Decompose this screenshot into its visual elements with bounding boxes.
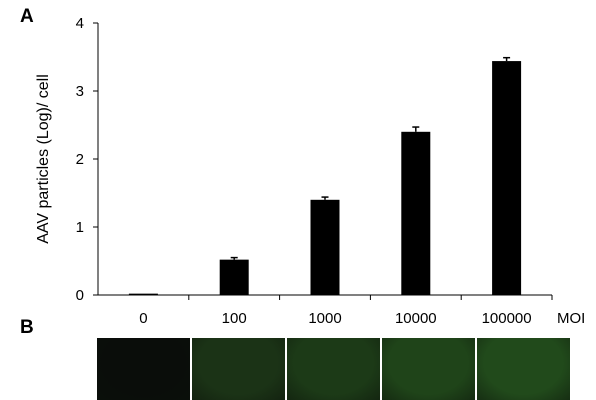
x-tick-label: 10000 xyxy=(395,310,437,327)
fluorescence-image-tile xyxy=(477,338,570,400)
y-tick-label: 2 xyxy=(76,151,84,168)
bar-chart: AAV particles (Log)/ cell 0 1 2 3 4 0 100 1000… xyxy=(35,15,585,327)
bar xyxy=(310,199,340,295)
y-tick-label: 4 xyxy=(76,15,84,32)
bar xyxy=(128,293,158,296)
y-axis-title: AAV particles (Log)/ cell xyxy=(35,74,52,244)
bar xyxy=(492,61,522,295)
panel-label-a: A xyxy=(20,6,34,27)
y-axis-ticks: 0 1 2 3 4 xyxy=(76,15,98,304)
fluorescence-image-tile xyxy=(192,338,285,400)
bar xyxy=(401,131,431,295)
fluorescence-image-tile xyxy=(287,338,380,400)
x-tick-label: 0 xyxy=(139,310,147,327)
y-tick-label: 3 xyxy=(76,83,84,100)
x-tick-label: 100000 xyxy=(482,310,532,327)
bar xyxy=(219,259,249,295)
y-tick-label: 0 xyxy=(76,287,84,304)
x-axis-ticks: 0 100 1000 10000 100000 xyxy=(139,295,553,327)
x-tick-label: 100 xyxy=(222,310,247,327)
x-tick-label: 1000 xyxy=(308,310,341,327)
error-bars xyxy=(230,56,511,260)
fluorescence-image-strip xyxy=(97,338,570,400)
fluorescence-image-tile xyxy=(97,338,190,400)
bars xyxy=(128,61,522,296)
x-axis-title: MOI xyxy=(557,310,585,327)
fluorescence-image-tile xyxy=(382,338,475,400)
panel-label-b: B xyxy=(20,317,34,338)
y-tick-label: 1 xyxy=(76,219,84,236)
